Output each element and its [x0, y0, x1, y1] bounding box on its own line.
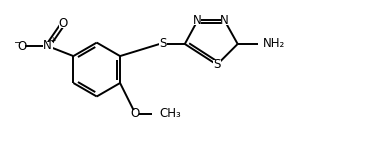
Bar — [159, 39, 167, 48]
Text: N: N — [193, 14, 202, 27]
Text: O: O — [58, 17, 68, 31]
Bar — [17, 42, 25, 51]
Text: −: − — [13, 37, 21, 46]
Text: O: O — [17, 40, 27, 53]
Text: CH₃: CH₃ — [159, 107, 180, 120]
Text: S: S — [213, 58, 221, 71]
Text: S: S — [159, 38, 167, 51]
Bar — [131, 110, 139, 118]
Bar — [213, 60, 221, 69]
Text: NH₂: NH₂ — [263, 38, 285, 51]
Bar — [59, 19, 66, 28]
Bar — [258, 39, 276, 49]
Text: N: N — [220, 14, 229, 27]
Bar — [221, 16, 228, 25]
Text: +: + — [49, 36, 56, 45]
Bar — [194, 16, 201, 25]
Text: O: O — [131, 107, 140, 120]
Bar — [152, 109, 169, 119]
Bar — [43, 42, 52, 51]
Text: N: N — [43, 39, 52, 52]
